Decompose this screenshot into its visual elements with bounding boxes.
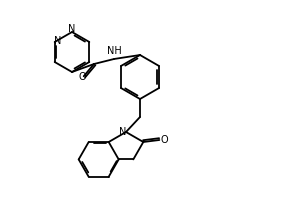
Text: O: O: [79, 72, 87, 82]
Text: N: N: [54, 36, 62, 46]
Text: N: N: [68, 24, 76, 34]
Text: NH: NH: [106, 46, 122, 56]
Text: O: O: [160, 135, 168, 145]
Text: N: N: [119, 127, 127, 137]
